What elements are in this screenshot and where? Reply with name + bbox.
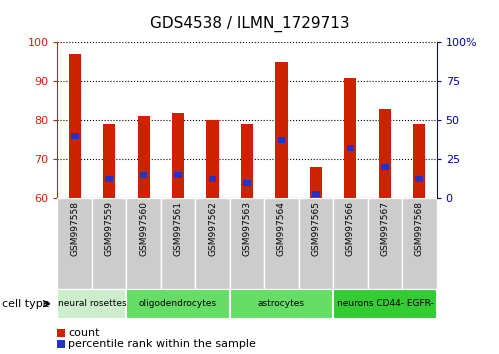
Bar [344, 78, 356, 198]
Bar [402, 198, 437, 289]
Text: count: count [68, 329, 100, 338]
Text: GSM997563: GSM997563 [243, 201, 251, 256]
Bar [333, 289, 437, 319]
Bar [241, 124, 253, 198]
Text: GSM997558: GSM997558 [70, 201, 79, 256]
Bar [71, 133, 78, 139]
Bar [195, 198, 230, 289]
Bar [312, 192, 320, 197]
Text: GSM997566: GSM997566 [346, 201, 355, 256]
Bar [92, 198, 126, 289]
Text: GDS4538 / ILMN_1729713: GDS4538 / ILMN_1729713 [150, 16, 349, 32]
Bar [230, 198, 264, 289]
Bar [299, 198, 333, 289]
Text: GSM997564: GSM997564 [277, 201, 286, 256]
Bar [207, 120, 219, 198]
Text: neural rosettes: neural rosettes [57, 299, 126, 308]
Text: percentile rank within the sample: percentile rank within the sample [68, 339, 256, 349]
Text: GSM997568: GSM997568 [415, 201, 424, 256]
Bar [264, 198, 299, 289]
Bar [310, 167, 322, 198]
Bar [161, 198, 195, 289]
Bar [174, 172, 182, 178]
Bar [57, 329, 65, 337]
Bar [57, 289, 126, 319]
Text: GSM997559: GSM997559 [105, 201, 114, 256]
Text: astrocytes: astrocytes [258, 299, 305, 308]
Bar [277, 137, 285, 143]
Bar [413, 124, 426, 198]
Bar [103, 124, 115, 198]
Bar [172, 113, 184, 198]
Bar [275, 62, 287, 198]
Text: GSM997560: GSM997560 [139, 201, 148, 256]
Text: neurons CD44- EGFR-: neurons CD44- EGFR- [336, 299, 433, 308]
Bar [138, 116, 150, 198]
Bar [243, 180, 251, 185]
Text: GSM997562: GSM997562 [208, 201, 217, 256]
Bar [57, 198, 92, 289]
Bar [416, 176, 423, 182]
Bar [68, 54, 81, 198]
Text: GSM997565: GSM997565 [311, 201, 320, 256]
Bar [105, 176, 113, 182]
Bar [230, 289, 333, 319]
Bar [346, 145, 354, 150]
Bar [381, 164, 389, 170]
Text: GSM997561: GSM997561 [174, 201, 183, 256]
Bar [368, 198, 402, 289]
Text: cell type: cell type [2, 299, 50, 309]
Bar [140, 172, 148, 178]
Bar [126, 198, 161, 289]
Text: oligodendrocytes: oligodendrocytes [139, 299, 217, 308]
Bar [333, 198, 368, 289]
Bar [379, 109, 391, 198]
Bar [209, 176, 217, 182]
Text: GSM997567: GSM997567 [380, 201, 389, 256]
Bar [57, 340, 65, 348]
Bar [126, 289, 230, 319]
